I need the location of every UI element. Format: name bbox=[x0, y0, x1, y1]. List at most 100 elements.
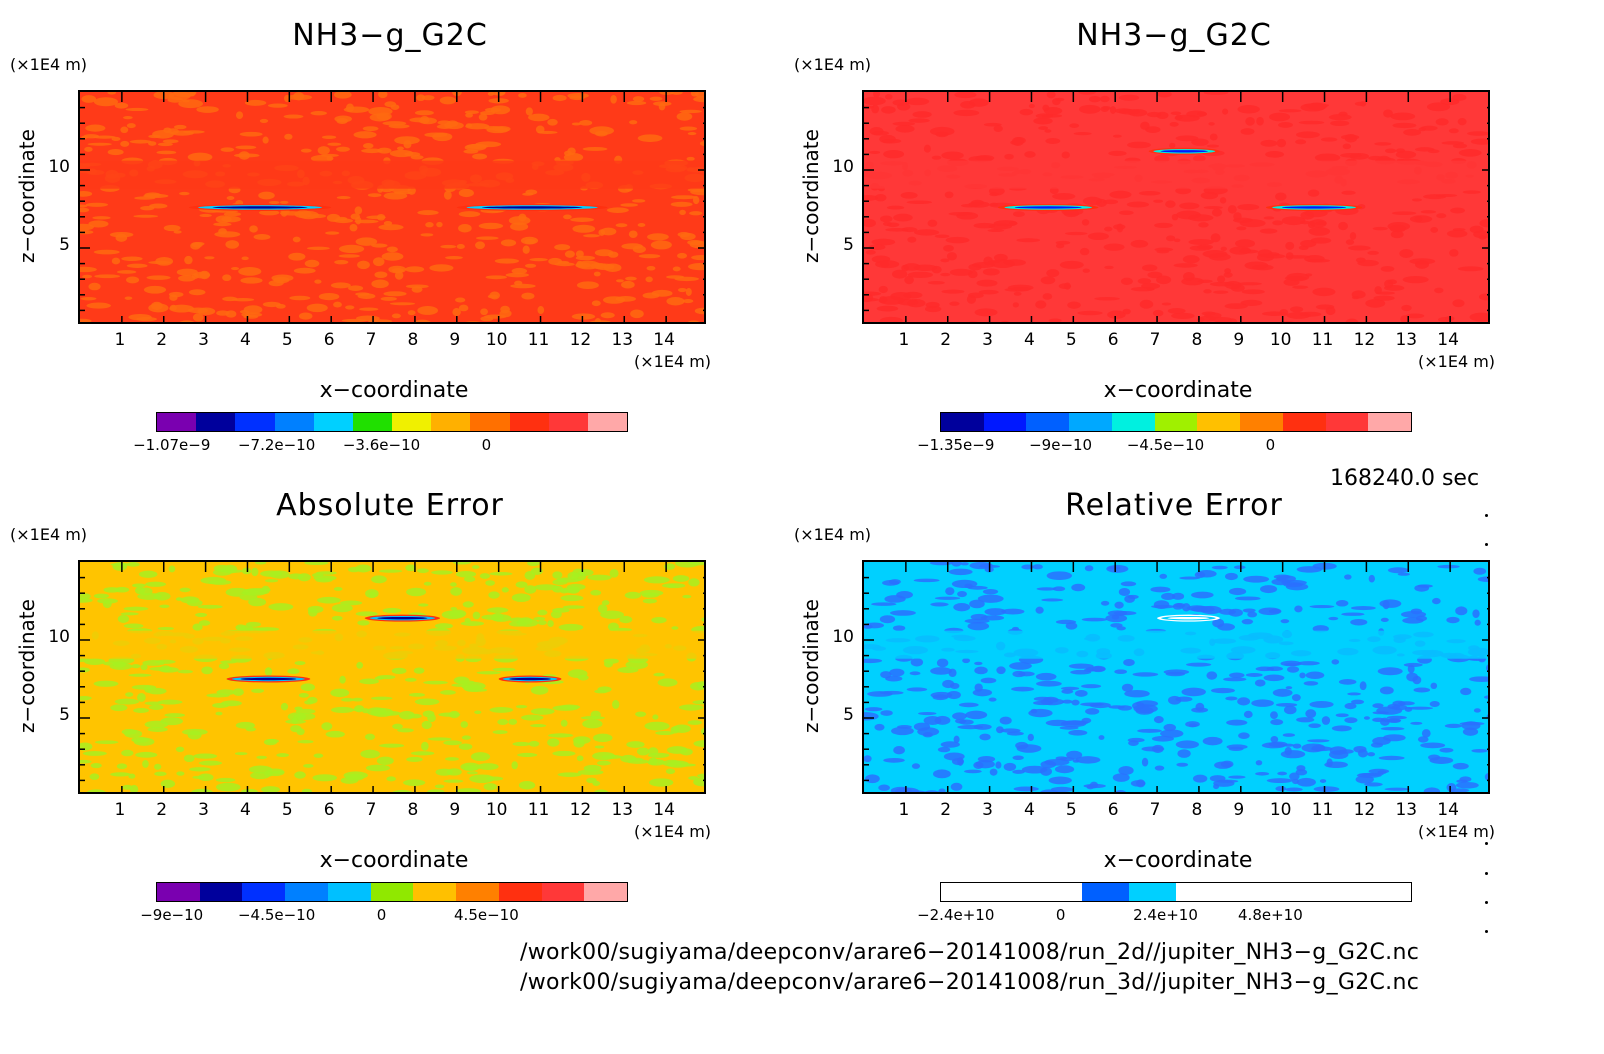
heatmap-speckle bbox=[1061, 686, 1080, 691]
heatmap-speckle bbox=[1142, 264, 1158, 272]
colorbar-segment bbox=[548, 413, 588, 431]
heatmap-speckle bbox=[1417, 736, 1429, 743]
heatmap-speckle bbox=[651, 616, 667, 624]
heatmap-speckle bbox=[1124, 689, 1150, 698]
heatmap-speckle bbox=[1012, 211, 1025, 217]
heatmap-speckle bbox=[133, 214, 159, 218]
heatmap-speckle bbox=[945, 587, 955, 596]
heatmap-speckle bbox=[85, 124, 106, 132]
heatmap-speckle bbox=[571, 313, 596, 320]
heatmap-speckle bbox=[1239, 247, 1251, 254]
heatmap-speckle bbox=[993, 125, 1003, 132]
heatmap-speckle bbox=[959, 719, 974, 725]
heatmap-speckle bbox=[1208, 253, 1231, 261]
heatmap-speckle bbox=[116, 763, 128, 770]
heatmap-speckle bbox=[441, 610, 465, 620]
heatmap-speckle bbox=[552, 607, 570, 613]
heatmap-speckle bbox=[1314, 153, 1341, 162]
heatmap-speckle bbox=[607, 251, 619, 258]
heatmap-speckle bbox=[1182, 603, 1191, 612]
heatmap-speckle bbox=[303, 763, 314, 768]
heatmap-speckle bbox=[371, 575, 387, 584]
heatmap-speckle bbox=[1484, 773, 1488, 781]
heatmap-speckle bbox=[1182, 255, 1200, 264]
heatmap-speckle bbox=[1312, 625, 1329, 633]
heatmap-speckle bbox=[258, 191, 275, 200]
heatmap-speckle bbox=[1477, 576, 1488, 583]
heatmap-speckle bbox=[1081, 219, 1090, 226]
heatmap-speckle bbox=[145, 581, 167, 587]
heatmap-speckle bbox=[1167, 308, 1186, 314]
heatmap-speckle bbox=[990, 259, 1016, 269]
heatmap-speckle bbox=[1474, 619, 1481, 626]
heatmap-speckle bbox=[552, 571, 563, 579]
heatmap-speckle bbox=[110, 704, 128, 712]
heatmap-speckle bbox=[879, 615, 896, 624]
heatmap-speckle bbox=[398, 710, 415, 720]
heatmap-speckle bbox=[505, 272, 530, 278]
heatmap-speckle bbox=[1390, 230, 1404, 239]
heatmap-speckle bbox=[1061, 689, 1074, 694]
heatmap-speckle bbox=[666, 275, 685, 279]
heatmap-speckle bbox=[264, 667, 273, 676]
heatmap-speckle bbox=[1138, 190, 1161, 196]
heatmap-speckle bbox=[195, 612, 208, 617]
heatmap-speckle bbox=[934, 596, 961, 600]
heatmap-speckle bbox=[80, 223, 94, 231]
heatmap-speckle bbox=[386, 776, 396, 782]
x-tick-label: 11 bbox=[527, 800, 550, 820]
heatmap-speckle bbox=[1404, 706, 1413, 712]
heatmap-speckle bbox=[88, 220, 109, 228]
heatmap-speckle bbox=[422, 710, 435, 718]
heatmap-speckle bbox=[484, 314, 507, 319]
heatmap-speckle bbox=[638, 254, 661, 259]
colorbar-label: −9e−10 bbox=[1029, 436, 1093, 454]
heatmap-speckle bbox=[1382, 734, 1406, 742]
heatmap-speckle bbox=[339, 675, 346, 684]
heatmap-speckle bbox=[423, 581, 432, 586]
heatmap-speckle bbox=[392, 723, 403, 730]
heatmap-speckle bbox=[198, 773, 214, 782]
heatmap-speckle bbox=[603, 658, 619, 664]
heatmap-speckle bbox=[417, 210, 439, 216]
heatmap-speckle bbox=[198, 620, 211, 626]
heatmap-speckle bbox=[577, 674, 589, 681]
heatmap-speckle bbox=[621, 280, 635, 289]
heatmap-speckle bbox=[80, 230, 94, 235]
heatmap-speckle bbox=[559, 704, 581, 710]
heatmap-speckle bbox=[1368, 574, 1375, 583]
heatmap-speckle bbox=[478, 113, 488, 121]
heatmap-speckle bbox=[1087, 232, 1109, 241]
heatmap-speckle bbox=[489, 92, 506, 96]
colorbar-segment bbox=[1240, 413, 1283, 431]
heatmap-speckle bbox=[1285, 686, 1293, 690]
heatmap-speckle bbox=[1193, 155, 1206, 162]
heatmap-speckle bbox=[978, 289, 999, 295]
heatmap-speckle bbox=[93, 249, 120, 255]
heatmap-speckle bbox=[688, 776, 699, 780]
heatmap-speckle bbox=[443, 740, 462, 746]
heatmap-speckle bbox=[940, 741, 960, 748]
heatmap-speckle bbox=[120, 612, 139, 616]
heatmap-speckle bbox=[1170, 111, 1182, 115]
heatmap-speckle bbox=[1357, 259, 1379, 267]
heatmap-speckle bbox=[637, 223, 646, 227]
heatmap-speckle bbox=[887, 222, 900, 228]
heatmap-speckle bbox=[1328, 616, 1339, 621]
heatmap-speckle bbox=[589, 126, 615, 136]
heatmap-speckle bbox=[173, 230, 182, 234]
heatmap-speckle bbox=[1196, 111, 1207, 116]
heatmap-speckle bbox=[1061, 699, 1073, 704]
heatmap-speckle bbox=[377, 147, 392, 154]
x-tick-label: 1 bbox=[898, 330, 910, 350]
heatmap-speckle bbox=[1255, 666, 1275, 672]
heatmap-speckle bbox=[176, 771, 185, 776]
heatmap-speckle bbox=[1127, 141, 1151, 149]
heatmap-speckle bbox=[1130, 239, 1149, 248]
x-tick-label: 10 bbox=[485, 800, 508, 820]
heatmap-speckle bbox=[864, 622, 885, 629]
heatmap-speckle bbox=[964, 769, 982, 774]
heatmap-speckle bbox=[1296, 765, 1306, 772]
heatmap-speckle bbox=[677, 252, 688, 259]
heatmap-speckle bbox=[1173, 263, 1198, 268]
